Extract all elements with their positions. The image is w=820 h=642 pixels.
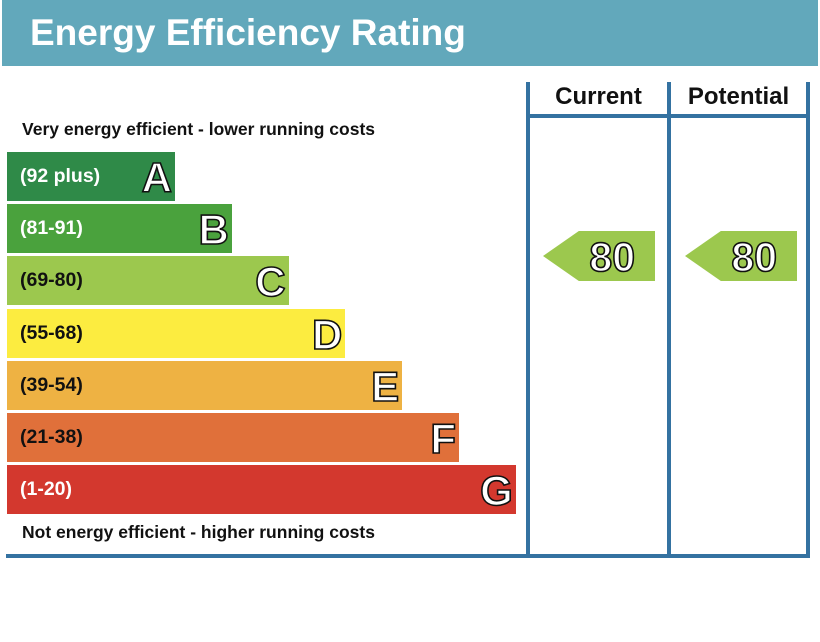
band-a: (92 plus) A [7,152,175,202]
header-bar: Energy Efficiency Rating [2,0,818,66]
potential-rating-arrow: 80 [685,231,797,281]
potential-rating-value: 80 [731,233,778,281]
band-e-letter: E [370,362,400,411]
band-a-letter: A [141,153,173,202]
band-c-letter: C [254,258,286,307]
page-title: Energy Efficiency Rating [30,12,466,53]
band-g-letter: G [479,466,513,515]
band-e: (39-54) E [7,360,403,411]
band-b-letter: B [198,205,230,254]
current-rating-value: 80 [589,233,636,281]
band-g-range: (1-20) [20,478,73,501]
band-c-range: (69-80) [20,269,83,292]
band-e-range: (39-54) [20,373,83,396]
band-c: (69-80) C [7,256,289,307]
potential-column-header: Potential [687,83,790,110]
band-g: (1-20) G [7,465,516,515]
bottom-rule [6,554,810,558]
band-a-range: (92 plus) [20,165,101,187]
top-note: Very energy efficient - lower running co… [22,119,376,139]
divider-middle [667,82,671,556]
current-rating-arrow: 80 [543,231,655,281]
bottom-note: Not energy efficient - higher running co… [22,522,375,542]
band-b-range: (81-91) [20,217,83,240]
divider-right [806,82,810,556]
band-f: (21-38) F [7,413,459,463]
column-header-rule [526,114,810,118]
current-column-header: Current [555,83,642,110]
divider-left [526,82,530,556]
band-f-letter: F [430,414,457,463]
band-d-range: (55-68) [20,321,83,344]
band-b: (81-91) B [7,204,232,254]
band-d: (55-68) D [7,308,346,359]
band-d-letter: D [311,310,343,359]
band-f-range: (21-38) [20,426,83,448]
